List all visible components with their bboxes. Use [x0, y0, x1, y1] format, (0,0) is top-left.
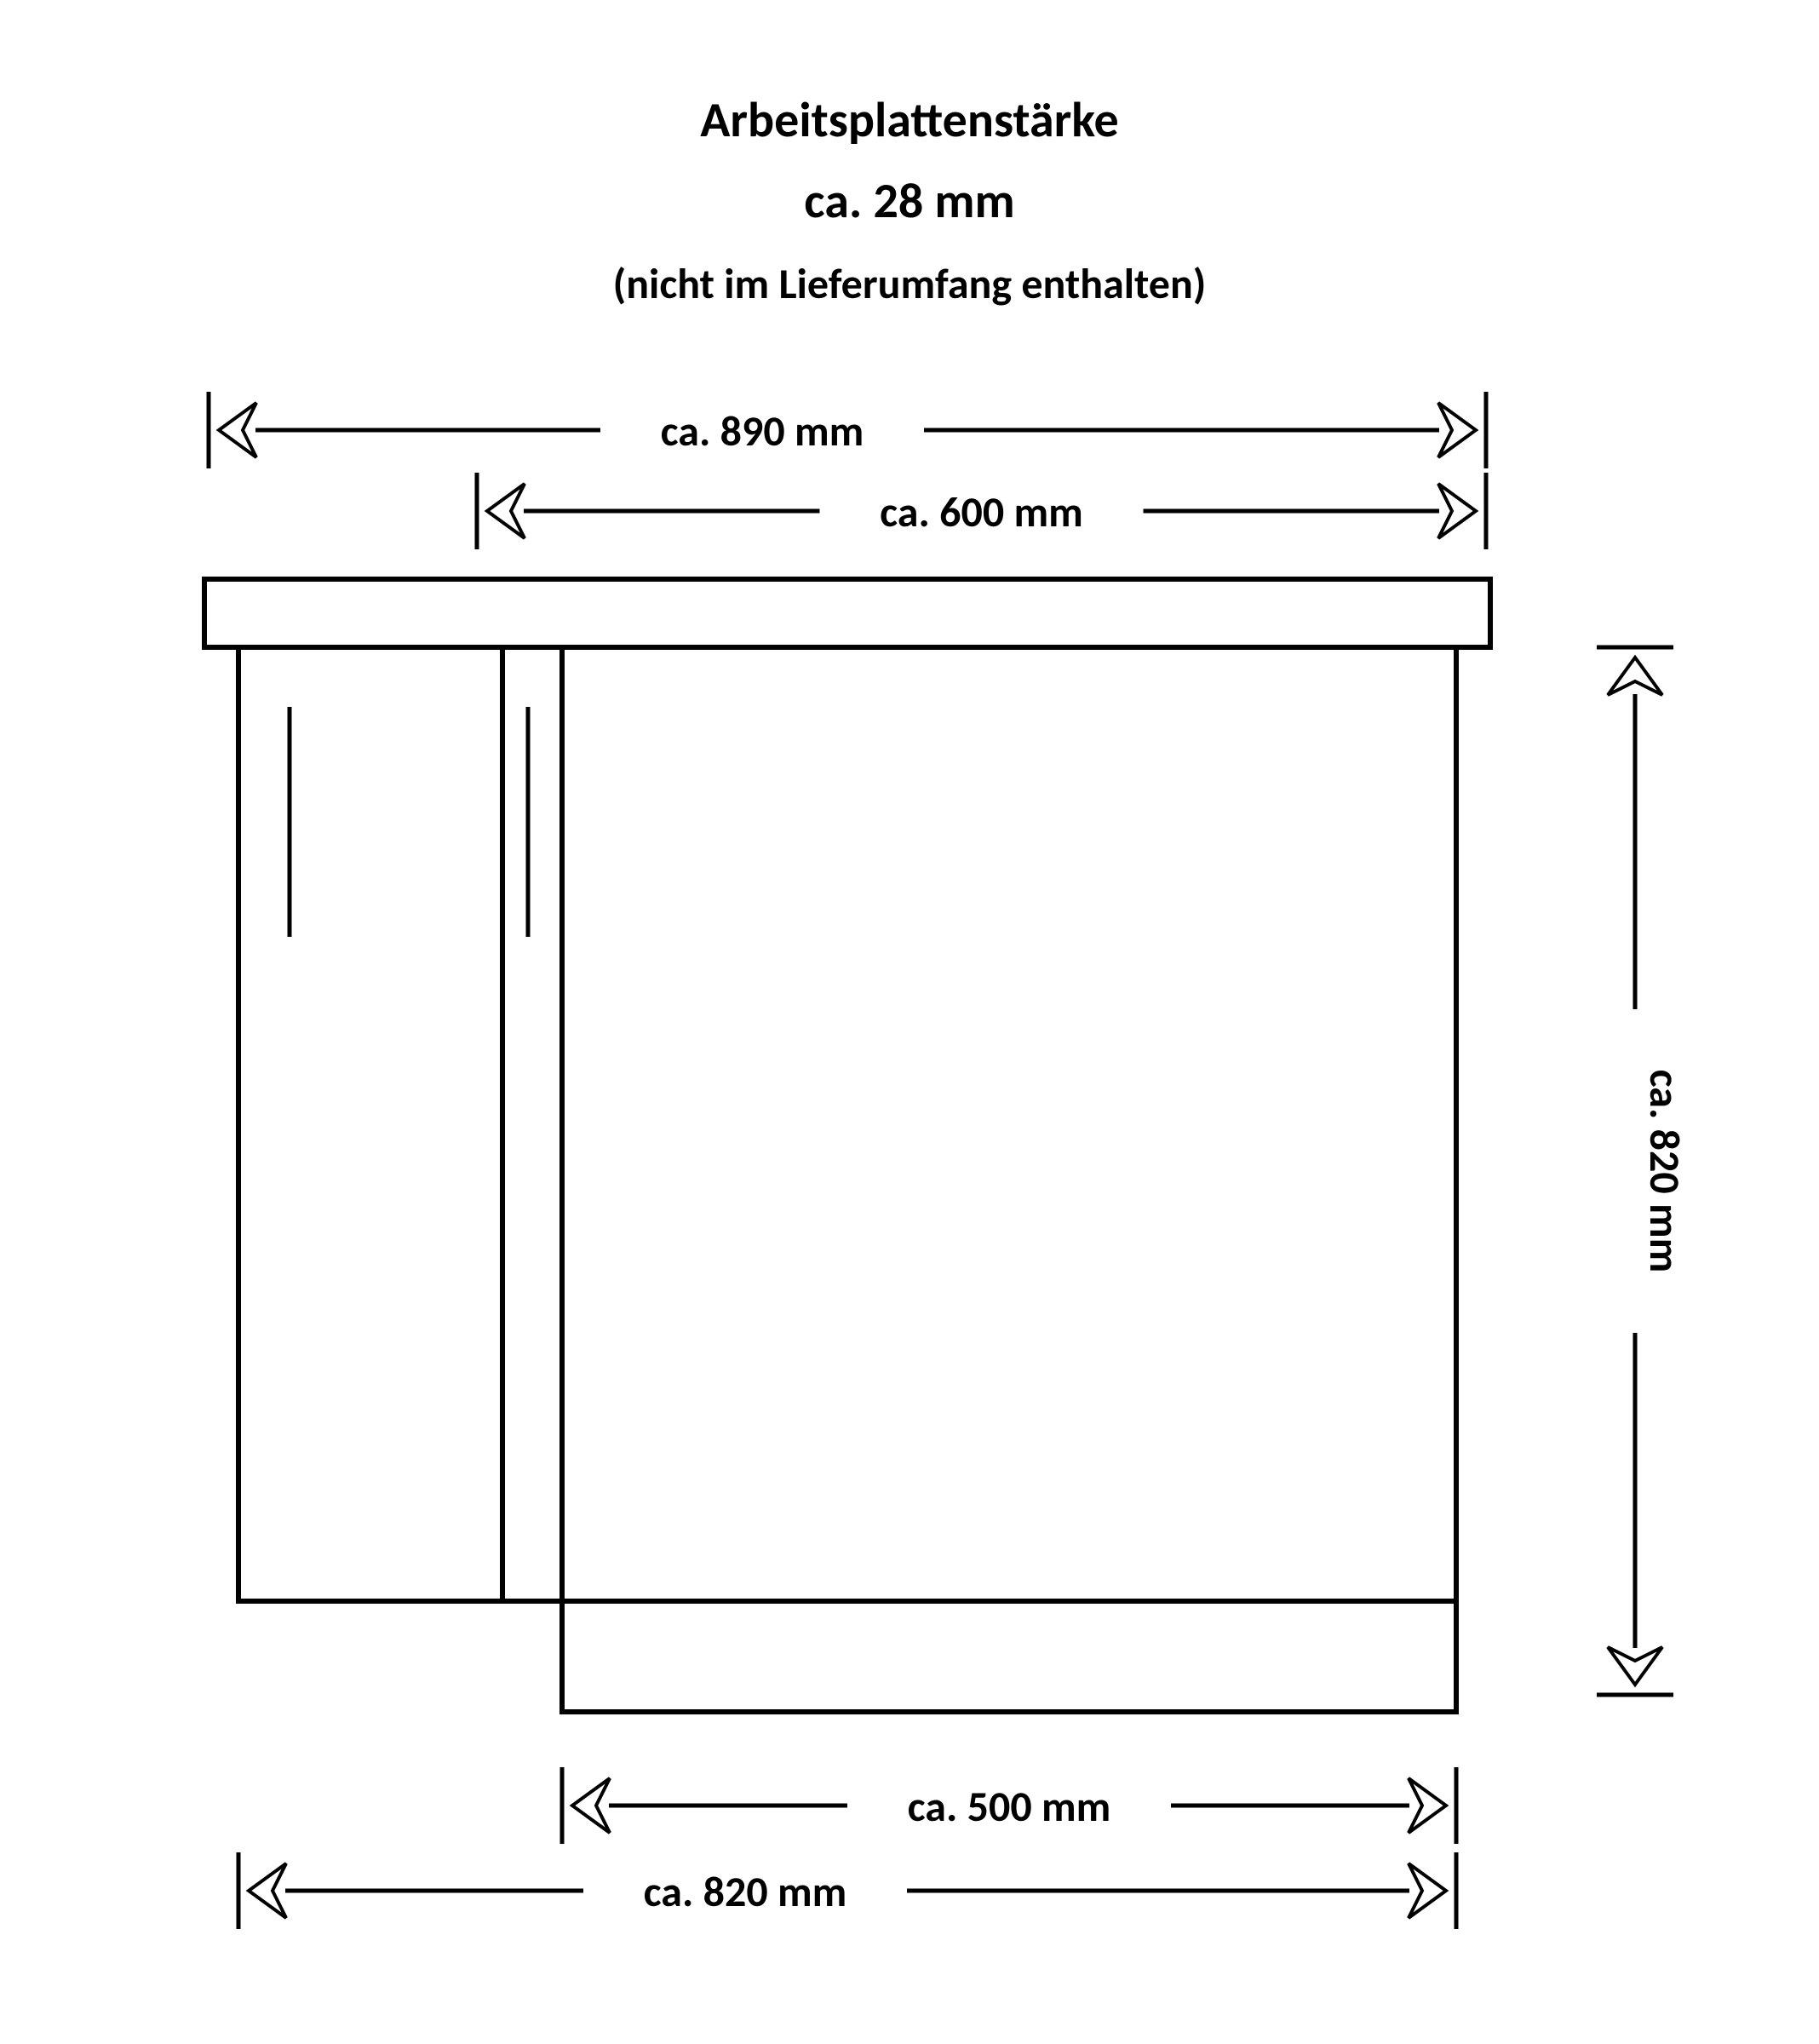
- svg-text:ca. 820 mm: ca. 820 mm: [644, 1866, 847, 1918]
- svg-text:ca. 28 mm: ca. 28 mm: [804, 170, 1014, 231]
- svg-text:(nicht im Lieferumfang enthalt: (nicht im Lieferumfang enthalten): [613, 258, 1207, 310]
- svg-text:ca. 890 mm: ca. 890 mm: [661, 405, 864, 457]
- technical-drawing: Arbeitsplattenstärke ca. 28 mm (nicht im L…: [0, 0, 1819, 2044]
- svg-text:Arbeitsplattenstärke: Arbeitsplattenstärke: [700, 89, 1118, 150]
- svg-text:ca. 600 mm: ca. 600 mm: [880, 486, 1083, 538]
- svg-text:ca. 500 mm: ca. 500 mm: [908, 1781, 1111, 1833]
- svg-text:ca. 820 mm: ca. 820 mm: [1638, 1070, 1690, 1273]
